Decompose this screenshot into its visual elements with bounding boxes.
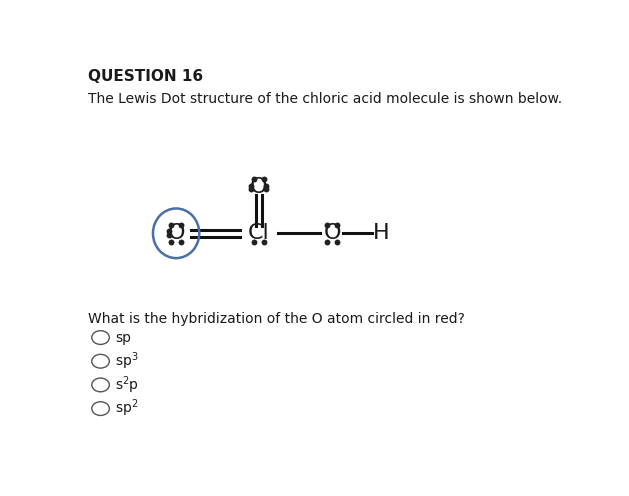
Text: s$^2$p: s$^2$p <box>115 374 139 396</box>
Point <box>259 238 269 246</box>
Point <box>166 221 176 229</box>
Point <box>247 186 257 193</box>
Point <box>164 227 174 236</box>
Point <box>176 221 186 229</box>
Text: sp$^3$: sp$^3$ <box>115 351 139 372</box>
Point <box>322 221 332 229</box>
Point <box>259 175 269 183</box>
Point <box>164 231 174 239</box>
Text: sp$^2$: sp$^2$ <box>115 398 138 420</box>
Point <box>176 238 186 246</box>
Text: H: H <box>372 223 389 244</box>
Text: O: O <box>250 178 268 197</box>
Point <box>322 238 332 246</box>
Point <box>166 238 176 246</box>
Point <box>332 238 342 246</box>
Point <box>262 182 272 189</box>
Text: What is the hybridization of the O atom circled in red?: What is the hybridization of the O atom … <box>88 311 465 325</box>
Text: O: O <box>323 223 341 244</box>
Text: sp: sp <box>115 330 131 345</box>
Text: The Lewis Dot structure of the chloric acid molecule is shown below.: The Lewis Dot structure of the chloric a… <box>88 92 562 106</box>
Point <box>247 182 257 189</box>
Point <box>332 221 342 229</box>
Point <box>262 186 272 193</box>
Point <box>249 175 259 183</box>
Text: Cl: Cl <box>248 223 270 244</box>
Point <box>249 238 259 246</box>
Text: QUESTION 16: QUESTION 16 <box>88 69 204 84</box>
Text: O: O <box>167 223 185 244</box>
